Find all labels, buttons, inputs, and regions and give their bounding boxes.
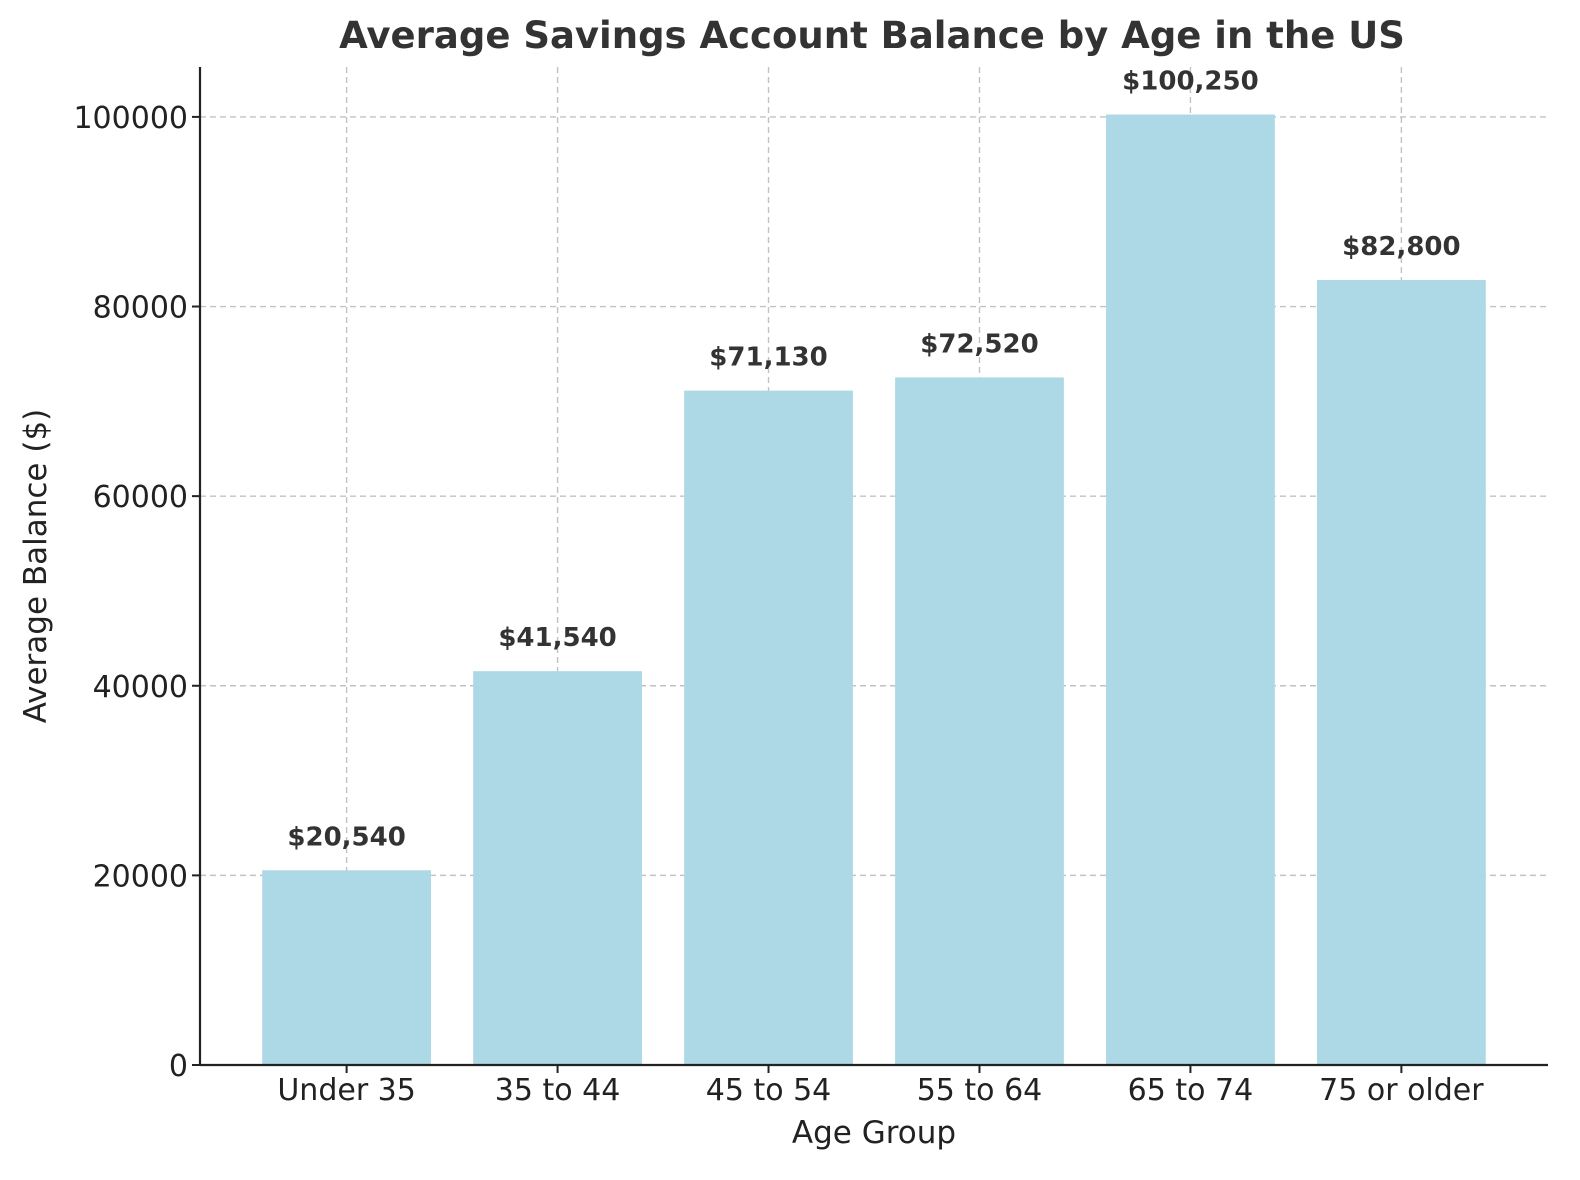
axes <box>198 67 1548 1067</box>
bars <box>262 114 1486 1066</box>
bar-value-label: $82,800 <box>1342 232 1460 262</box>
y-tick-label: 40000 <box>93 670 188 705</box>
x-tick-label: 45 to 54 <box>706 1073 832 1108</box>
bar-value-label: $100,250 <box>1122 67 1259 97</box>
bar <box>262 870 431 1065</box>
data-labels: $20,540 $41,540 $71,130 $72,520 $100,250 $82,… <box>287 67 1460 853</box>
bar-value-label: $41,540 <box>498 623 616 653</box>
x-tick-label: 65 to 74 <box>1128 1073 1254 1108</box>
x-tick-label: Under 35 <box>277 1073 416 1108</box>
chart-title: Average Savings Account Balance by Age i… <box>339 14 1405 57</box>
bar-value-label: $72,520 <box>920 329 1038 359</box>
y-tick-label: 80000 <box>93 291 188 326</box>
y-tick-label: 100000 <box>73 101 188 136</box>
bar-value-label: $71,130 <box>709 343 827 373</box>
x-tick-label: 75 or older <box>1319 1073 1484 1108</box>
bar <box>1106 114 1275 1066</box>
y-tick-label: 20000 <box>93 859 188 894</box>
bar <box>895 377 1064 1065</box>
x-tick-label: 35 to 44 <box>495 1073 621 1108</box>
ticks: 0 20000 40000 60000 80000 100000 Under 35 35 to… <box>73 101 1484 1108</box>
bar <box>1317 279 1486 1065</box>
bar <box>473 671 642 1065</box>
y-axis-label: Average Balance ($) <box>18 409 54 724</box>
bar-value-label: $20,540 <box>287 822 405 852</box>
y-tick-label: 0 <box>169 1049 188 1084</box>
x-axis-label: Age Group <box>792 1115 956 1151</box>
x-tick-label: 55 to 64 <box>917 1073 1043 1108</box>
bar <box>684 390 853 1065</box>
y-tick-label: 60000 <box>93 480 188 515</box>
